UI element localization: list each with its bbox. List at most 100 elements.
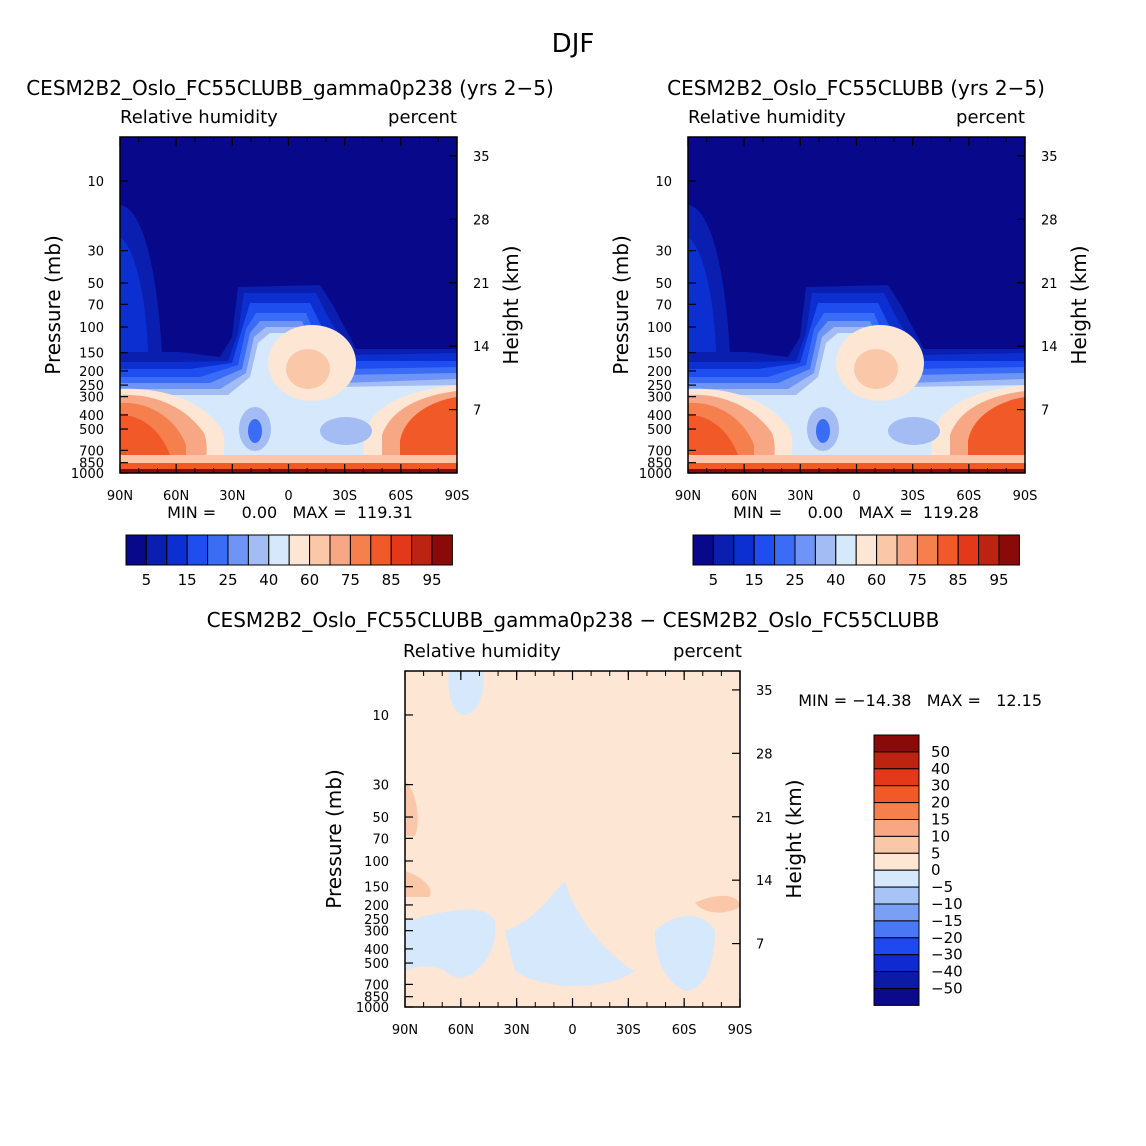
y2-tick-label: 28 (473, 213, 490, 228)
colorbar-label: 95 (989, 571, 1008, 589)
x-tick-label: 30N (504, 1023, 530, 1038)
y2-tick-label: 28 (756, 747, 773, 762)
colorbar-label: 75 (341, 571, 360, 589)
colorbar-swatch (712, 534, 735, 566)
colorbar-label: −50 (931, 980, 963, 998)
y2-tick-label: 35 (756, 684, 773, 699)
y-tick-label: 700 (79, 444, 104, 459)
contour-band (854, 349, 898, 389)
y-tick-label: 250 (647, 379, 672, 394)
x-tick-label: 60S (388, 489, 413, 504)
contour-field (120, 137, 457, 473)
y2-axis-label: Height (km) (782, 779, 806, 898)
colorbar-label: 50 (931, 743, 950, 761)
contour-band (448, 671, 484, 715)
x-tick-label: 0 (284, 489, 292, 504)
contour-band (968, 397, 1025, 473)
y-tick-label: 100 (647, 321, 672, 336)
colorbar-swatch (855, 534, 878, 566)
colorbar-swatch (186, 534, 209, 566)
colorbar-swatch (733, 534, 755, 566)
y-tick-label: 70 (655, 298, 672, 313)
colorbar-swatch (247, 534, 270, 566)
y-tick-label: 400 (79, 409, 104, 424)
y-tick-label: 1000 (71, 467, 104, 482)
colorbar-label: 85 (382, 571, 401, 589)
x-tick-label: 60S (672, 1023, 697, 1038)
x-tick-label: 30N (787, 489, 813, 504)
colorbar-label: 15 (178, 571, 197, 589)
colorbar-label: −15 (931, 912, 963, 930)
colorbar-swatch (873, 886, 920, 905)
x-tick-label: 30S (332, 489, 357, 504)
y-tick-label: 300 (364, 925, 389, 940)
y2-tick-label: 35 (473, 150, 490, 165)
colorbar-label: 85 (949, 571, 968, 589)
y-tick-label: 200 (364, 899, 389, 914)
colorbar-label: 60 (867, 571, 886, 589)
colorbar-swatch (794, 534, 816, 566)
colorbar-swatch (288, 534, 311, 566)
colorbar-label: −10 (931, 895, 963, 913)
x-tick-label: 90N (107, 489, 133, 504)
colorbar-label: 0 (931, 861, 941, 879)
y-tick-label: 30 (655, 245, 672, 260)
y-tick-label: 700 (647, 444, 672, 459)
colorbar-swatch (227, 534, 249, 566)
panel-right-label: percent (388, 107, 457, 128)
colorbar-swatch (873, 802, 920, 820)
contour-band (888, 417, 940, 445)
colorbar-label: 15 (745, 571, 764, 589)
y2-tick-label: 14 (473, 340, 490, 355)
colorbar-swatch (876, 534, 898, 566)
x-tick-label: 0 (568, 1023, 576, 1038)
contour-band (816, 419, 830, 443)
x-tick-label: 90S (728, 1023, 753, 1038)
min-max-stats: MIN = 0.00 MAX = 119.31 (167, 503, 413, 522)
y-tick-label: 10 (655, 175, 672, 190)
contour-band (405, 909, 496, 978)
panel-right-label: percent (673, 641, 742, 662)
colorbar-label: 15 (931, 811, 950, 829)
y-tick-label: 200 (79, 365, 104, 380)
x-tick-label: 90S (1013, 489, 1038, 504)
contour-band (248, 419, 262, 443)
y-tick-label: 400 (647, 409, 672, 424)
contour-band (405, 871, 431, 897)
y-tick-label: 300 (79, 391, 104, 406)
y-tick-label: 250 (364, 913, 389, 928)
colorbar-swatch (835, 534, 857, 566)
y-tick-label: 700 (364, 978, 389, 993)
y-tick-label: 500 (364, 957, 389, 972)
contour-band (400, 397, 457, 473)
axes: 1030507010015020025030040050070085010003… (639, 137, 1058, 504)
colorbar-label: −40 (931, 963, 963, 981)
y-axis-label: Pressure (mb) (609, 235, 633, 375)
contour-band (286, 349, 330, 389)
colorbar-label: −20 (931, 929, 963, 947)
colorbar-swatch (774, 534, 796, 566)
colorbar-swatch (166, 534, 188, 566)
colorbar-swatch (431, 534, 453, 566)
contour-band (688, 237, 716, 352)
y-tick-label: 500 (79, 423, 104, 438)
contour-field (688, 137, 1025, 473)
axes: 1030507010015020025030040050070085010003… (356, 671, 773, 1038)
y-tick-label: 10 (372, 709, 389, 724)
colorbar-label: 25 (785, 571, 804, 589)
panel-title: CESM2B2_Oslo_FC55CLUBB_gamma0p238 − CESM… (207, 608, 940, 632)
y-tick-label: 150 (647, 347, 672, 362)
y2-axis-label: Height (km) (1067, 245, 1091, 364)
panel-right-label: percent (956, 107, 1025, 128)
colorbar-swatch (957, 534, 980, 566)
colorbar-label: 40 (259, 571, 278, 589)
y2-tick-label: 7 (756, 938, 764, 953)
y-tick-label: 70 (87, 298, 104, 313)
colorbar-label: 10 (931, 827, 950, 845)
y-tick-label: 70 (372, 832, 389, 847)
colorbar-swatch (873, 971, 920, 990)
colorbar-swatch (873, 734, 920, 753)
colorbar-label: −30 (931, 946, 963, 964)
min-max-stats: MIN = −14.38 MAX = 12.15 (798, 691, 1042, 710)
